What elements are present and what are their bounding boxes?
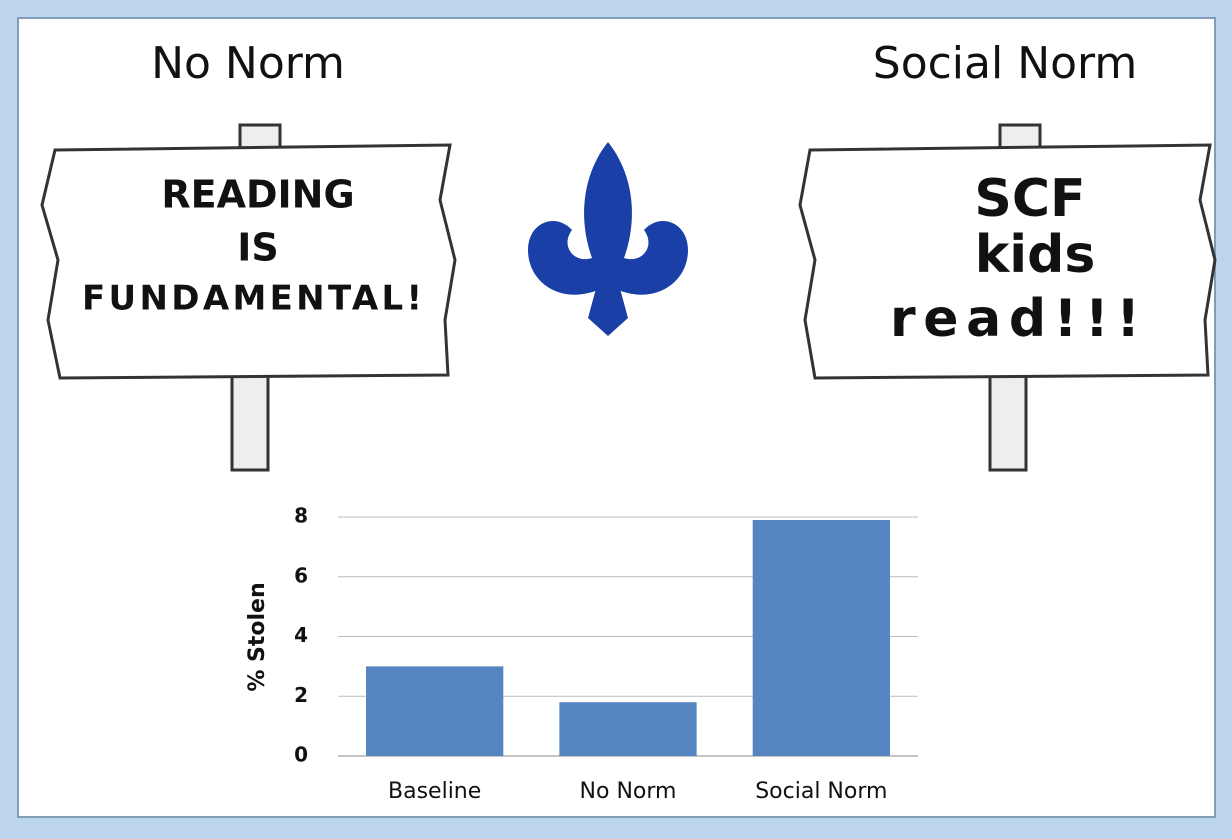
x-tick-label: Social Norm [755,779,887,804]
page: No Norm Social Norm READING IS FUNDAMENT… [0,0,1232,835]
bar [559,702,696,756]
right-title: Social Norm [873,38,1137,89]
y-axis-label: % Stolen [245,582,270,691]
sign-text: READING [161,173,354,217]
y-tick-label: 2 [294,683,308,707]
slide: No Norm Social Norm READING IS FUNDAMENT… [0,0,1232,835]
bar [753,520,890,756]
x-tick-label: Baseline [388,779,481,804]
left-title: No Norm [151,38,345,89]
y-tick-label: 4 [294,623,308,647]
y-tick-label: 6 [294,563,308,587]
y-tick-label: 0 [294,743,308,767]
sign-text: kids [975,225,1096,285]
y-tick-label: 8 [294,504,308,528]
sign-text: read!!! [890,289,1140,349]
sign-text: IS [237,226,279,270]
x-tick-label: No Norm [580,779,677,804]
sign-text: SCF [974,169,1085,229]
sign-text: FUNDAMENTAL! [82,279,422,319]
bar [366,666,503,756]
